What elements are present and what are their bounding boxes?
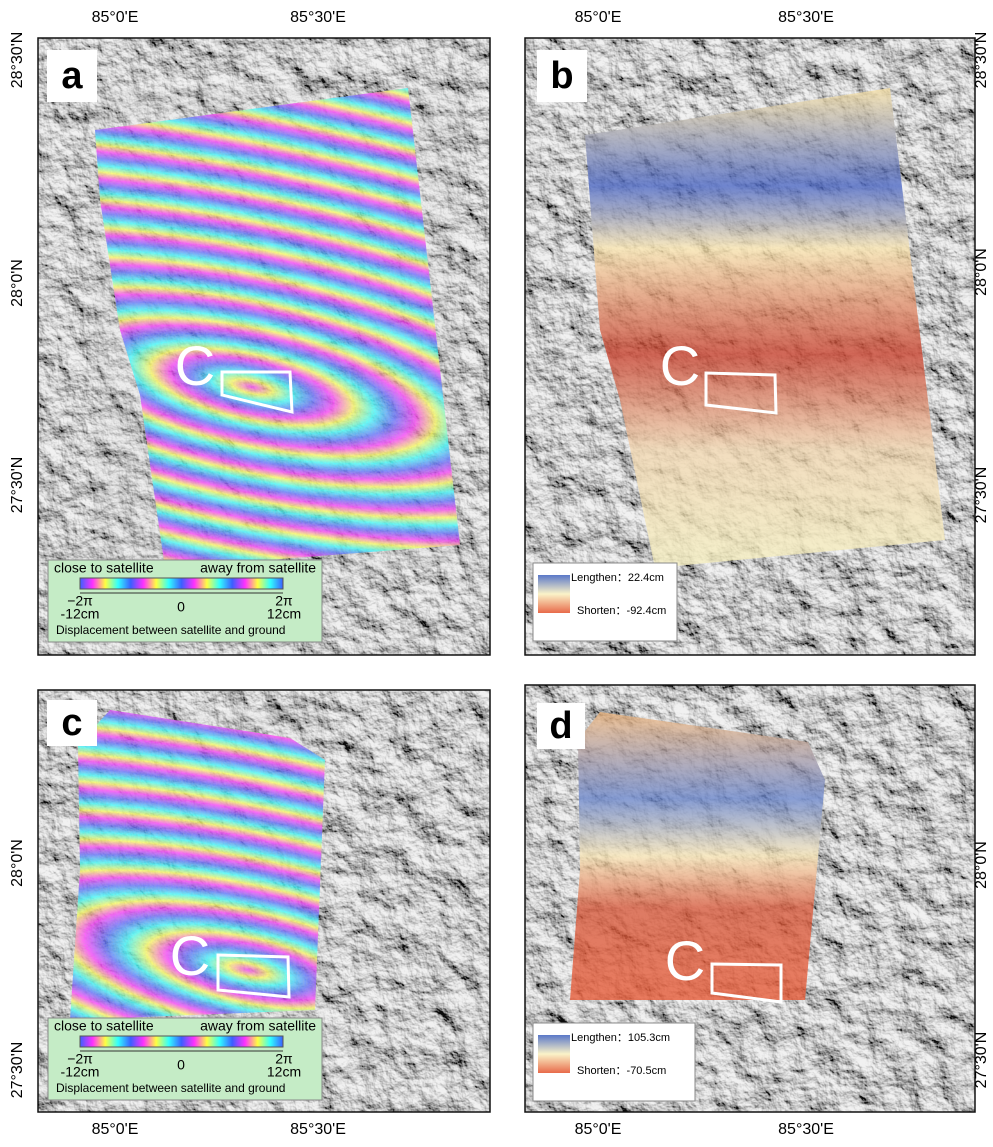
map-content: Cd Lengthen：105.3cm Shorten：-70.5cm — [525, 685, 975, 1112]
legend-tick: 12cm — [267, 1064, 301, 1080]
latitude-label: 28°0'N — [9, 259, 26, 307]
longitude-label: 85°30'E — [778, 9, 834, 26]
legend-tick: -12cm — [61, 606, 100, 622]
map-panel: Cb Lengthen：22.4cm Shorten：-92.4cm 85°0'E 85… — [525, 9, 990, 655]
legend-title: close to satellite — [54, 1018, 154, 1034]
longitude-label: 85°30'E — [778, 1121, 834, 1138]
legend-tick: -12cm — [61, 1064, 100, 1080]
legend-tick: 0 — [177, 1057, 185, 1073]
page: Caclose to satelliteaway from satellite−… — [0, 0, 993, 1142]
latitude-label: 28°0'N — [973, 248, 990, 296]
longitude-label: 85°0'E — [92, 1121, 139, 1138]
figure: Caclose to satelliteaway from satellite−… — [0, 0, 993, 1142]
area-marker: C — [170, 924, 210, 987]
colorbar — [538, 1035, 570, 1073]
panel-label: d — [549, 705, 572, 747]
map-content: Cb Lengthen：22.4cm Shorten：-92.4cm — [525, 38, 975, 655]
area-marker: C — [665, 929, 705, 992]
latitude-label: 27°30'N — [9, 457, 26, 514]
panel-label: a — [61, 55, 83, 97]
legend-title: away from satellite — [200, 1018, 316, 1034]
latitude-label: 28°0'N — [9, 839, 26, 887]
legend-tick: 0 — [177, 599, 185, 615]
legend-entry: Lengthen：22.4cm — [571, 572, 664, 584]
colorbar — [538, 575, 570, 613]
longitude-label: 85°30'E — [290, 9, 346, 26]
panel-label: c — [61, 702, 82, 744]
legend-title: away from satellite — [200, 560, 316, 576]
colorbar — [80, 1036, 283, 1047]
legend-entry: Lengthen：105.3cm — [571, 1032, 670, 1044]
longitude-label: 85°0'E — [575, 1121, 622, 1138]
longitude-label: 85°0'E — [575, 9, 622, 26]
legend-entry: Shorten：-92.4cm — [577, 605, 666, 617]
legend-entry: Shorten：-70.5cm — [577, 1065, 666, 1077]
longitude-label: 85°30'E — [290, 1121, 346, 1138]
legend-caption: Displacement between satellite and groun… — [56, 623, 285, 637]
latitude-label: 27°30'N — [973, 1032, 990, 1089]
colorbar — [80, 578, 283, 589]
legend-title: close to satellite — [54, 560, 154, 576]
longitude-label: 85°0'E — [92, 9, 139, 26]
area-marker: C — [660, 334, 700, 397]
latitude-label: 28°30'N — [973, 32, 990, 89]
legend-caption: Displacement between satellite and groun… — [56, 1081, 285, 1095]
latitude-label: 27°30'N — [9, 1042, 26, 1099]
area-marker: C — [175, 334, 215, 397]
legend-tick: 12cm — [267, 606, 301, 622]
latitude-label: 27°30'N — [973, 467, 990, 524]
latitude-label: 28°0'N — [973, 841, 990, 889]
latitude-label: 28°30'N — [9, 32, 26, 89]
panel-label: b — [550, 55, 573, 97]
map-panel: Cd Lengthen：105.3cm Shorten：-70.5cm 85°0'E 8… — [525, 685, 990, 1138]
